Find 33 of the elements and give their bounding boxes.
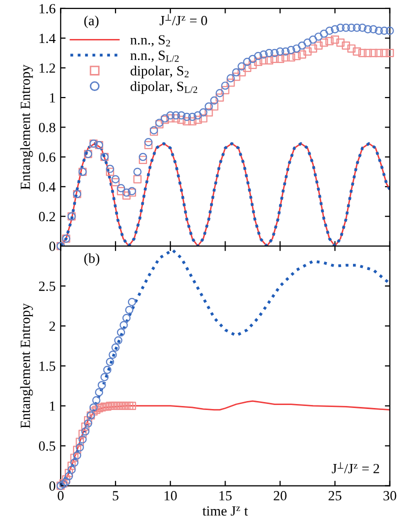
legend-label: n.n., S$_{2}$: [130, 35, 170, 47]
legend-label: dipolar, S$_{L/2}$: [130, 81, 198, 94]
x-tick-label: 0: [58, 491, 64, 500]
x-tick-label: 30: [384, 491, 396, 500]
y-tick-label: 0: [49, 242, 56, 252]
y-tick-label: 2.5: [39, 282, 56, 292]
y-tick-label: 1.6: [40, 4, 56, 14]
y-tick-label: 0.5: [38, 441, 56, 451]
y-tick-label: 1.5: [40, 362, 56, 371]
y-tick-label: 1: [50, 402, 55, 411]
x-axis-title: time J$^{z}$ t: [202, 506, 248, 516]
y-tick-label: 0.8: [38, 122, 56, 132]
y-tick-label: 1.2: [40, 63, 56, 73]
legend-label: n.n., S$_{L/2}$: [130, 50, 179, 62]
annotation: (a): [84, 16, 98, 28]
x-tick-label: 5: [112, 491, 118, 500]
legend-label: dipolar, S$_{2}$: [130, 66, 189, 78]
y-tick-label: 0: [49, 481, 56, 491]
y-axis-title: Entanglement Entropy: [20, 64, 33, 190]
x-tick-label: 25: [328, 491, 342, 500]
y-tick-label: 0.4: [38, 182, 56, 192]
y-tick-label: 0.2: [38, 212, 56, 222]
x-tick-label: 10: [164, 491, 177, 500]
x-tick-label: 15: [220, 491, 232, 500]
y-tick-label: 1.4: [40, 34, 56, 44]
y-tick-label: 0.6: [38, 152, 56, 162]
y-tick-label: 2: [49, 322, 56, 331]
annotation: J$^{⊥}$/J$^{z}$ = 2: [332, 462, 380, 474]
annotation: J$^{⊥}$/J$^{z}$ = 0: [160, 14, 208, 26]
y-tick-label: 1: [50, 93, 55, 102]
annotation: (b): [84, 253, 100, 266]
y-axis-title: Entanglement Entropy: [20, 303, 33, 428]
x-tick-label: 20: [274, 491, 287, 500]
